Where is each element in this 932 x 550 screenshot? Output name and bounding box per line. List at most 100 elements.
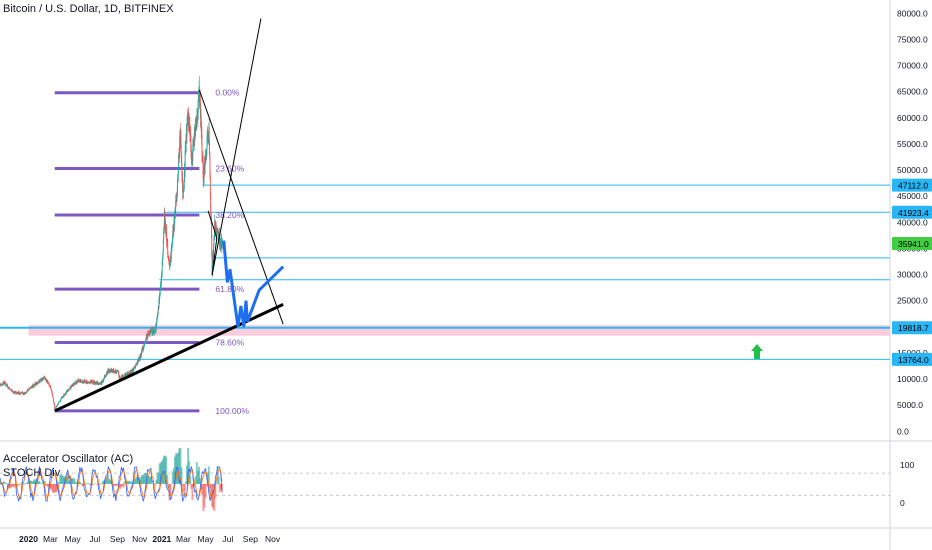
- candle-body: [157, 308, 159, 314]
- candle-body: [113, 371, 115, 373]
- osc-bar: [41, 481, 44, 484]
- candle-body: [63, 394, 65, 397]
- osc-bar: [161, 458, 164, 484]
- candle-body: [53, 399, 55, 403]
- candle-body: [0, 383, 1, 385]
- osc-bar: [122, 483, 125, 488]
- osc-bar: [73, 478, 76, 484]
- candle-body: [68, 389, 70, 391]
- candle-body: [212, 256, 214, 257]
- osc-bar: [183, 483, 186, 492]
- candle-body: [96, 381, 98, 384]
- candle-body: [3, 381, 5, 384]
- candle-body: [161, 274, 163, 276]
- candle-body: [220, 241, 222, 247]
- candle-body: [64, 393, 66, 395]
- osc-bar: [151, 483, 154, 484]
- y-tick-label: 80000.0: [897, 8, 928, 18]
- candle-body: [210, 194, 212, 213]
- candle-body: [33, 383, 35, 387]
- candle-body: [5, 385, 7, 387]
- candle-body: [118, 372, 119, 374]
- osc-bar: [196, 470, 199, 484]
- candle-body: [106, 372, 108, 374]
- candle-body: [174, 216, 176, 226]
- candle-body: [35, 382, 37, 384]
- candle-body: [221, 240, 223, 244]
- candle-body: [13, 391, 15, 394]
- candle-body: [181, 163, 183, 174]
- osc-bar: [163, 456, 166, 484]
- osc-bar: [116, 483, 119, 486]
- candle-body: [115, 370, 117, 373]
- osc-bar: [108, 479, 111, 484]
- candle-body: [144, 342, 146, 344]
- osc-bar: [82, 483, 85, 487]
- candle-body: [126, 373, 128, 376]
- candle-body: [144, 343, 146, 344]
- x-tick-label: 2021: [152, 534, 171, 544]
- indicator-title-2: STOCH Div: [3, 467, 61, 479]
- osc-bar: [172, 467, 175, 484]
- candle-body: [137, 359, 139, 363]
- candle-body: [52, 394, 54, 396]
- candle-body: [94, 381, 96, 383]
- osc-bar: [164, 455, 167, 484]
- candle-body: [210, 216, 212, 235]
- candle-body: [141, 348, 143, 351]
- candle-body: [29, 388, 31, 389]
- trendline-4: [211, 237, 218, 276]
- candle-body: [8, 387, 9, 389]
- osc-bar: [187, 447, 190, 484]
- osc-bar: [157, 472, 160, 484]
- y-tick-label: 0.0: [897, 426, 909, 436]
- candle-body: [180, 129, 182, 144]
- osc-bar: [121, 483, 124, 487]
- x-tick-label: Nov: [132, 534, 148, 544]
- osc-bar: [81, 483, 84, 486]
- osc-bar: [10, 483, 13, 488]
- candle-body: [28, 388, 30, 390]
- candle-body: [145, 337, 147, 341]
- candle-body: [181, 155, 182, 164]
- osc-bar: [158, 463, 161, 484]
- osc-bar: [61, 474, 64, 484]
- candle-body: [85, 382, 87, 383]
- candle-body: [117, 370, 119, 372]
- candle-body: [213, 245, 215, 257]
- osc-bar: [54, 483, 57, 493]
- candle-body: [14, 392, 16, 394]
- candle-body: [33, 383, 35, 385]
- candle-body: [167, 241, 169, 255]
- osc-bar: [75, 482, 78, 484]
- candle-body: [185, 142, 187, 146]
- candle-body: [203, 163, 205, 178]
- candle-body: [182, 191, 184, 192]
- indicator-title: Accelerator Oscillator (AC): [3, 453, 134, 465]
- candle-body: [100, 381, 102, 384]
- osc-bar: [149, 476, 152, 484]
- candle-body: [103, 376, 105, 380]
- candle-body: [201, 131, 203, 136]
- osc-bar: [32, 479, 35, 484]
- osc-bar: [51, 483, 54, 492]
- candle-body: [194, 126, 196, 131]
- candle-body: [142, 347, 144, 351]
- candle-body: [79, 379, 80, 382]
- candle-body: [140, 355, 142, 357]
- trendline-3: [207, 210, 218, 239]
- candle-body: [196, 114, 198, 124]
- osc-bar: [25, 483, 28, 484]
- osc-bar: [60, 474, 63, 484]
- osc-bar: [215, 483, 218, 484]
- candle-body: [213, 233, 215, 238]
- candle-body: [165, 220, 166, 231]
- support-zone: [28, 325, 890, 336]
- price-axis-bg: [890, 0, 932, 550]
- osc-bar: [119, 483, 122, 489]
- candle-body: [52, 395, 54, 399]
- candle-body: [182, 190, 184, 192]
- candle-body: [160, 285, 162, 287]
- candle-body: [114, 372, 116, 374]
